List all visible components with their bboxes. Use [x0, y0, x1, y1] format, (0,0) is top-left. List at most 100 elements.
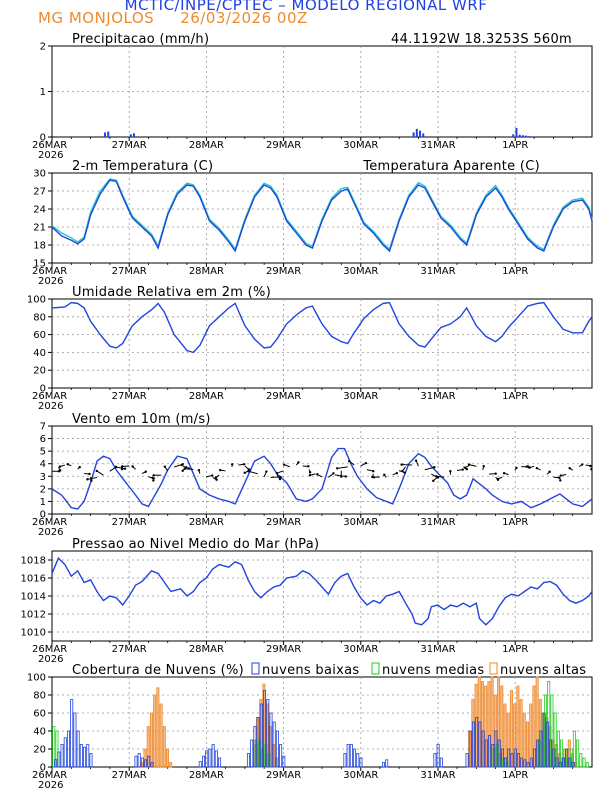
- wind-arrowhead-2: [59, 469, 62, 472]
- xtick-label-vento-5: 31MAR: [420, 517, 455, 528]
- cloud-bar-2-140: [503, 703, 507, 768]
- cloud-bar-0-147: [523, 759, 527, 768]
- xtick-label-vento-3: 29MAR: [266, 517, 301, 528]
- year-label-vento: 2026: [38, 527, 63, 538]
- wind-arrowhead-34: [152, 474, 155, 477]
- cloud-bar-0-1: [54, 759, 58, 768]
- wind-arrowhead-56: [230, 463, 234, 466]
- wind-arrowhead-140: [496, 477, 499, 481]
- wind-arrowhead-80: [308, 471, 312, 474]
- cloud-bar-0-139: [497, 739, 501, 768]
- wind-arrowhead-72: [275, 472, 279, 475]
- series-line-umid-0: [51, 301, 593, 354]
- ytick-label-temp-2: 21: [33, 223, 46, 234]
- cloud-bar-0-66: [263, 690, 267, 768]
- precip-bar-24: [129, 134, 132, 137]
- wind-arrowhead-70: [278, 477, 282, 481]
- wind-arrowhead-162: [568, 467, 571, 470]
- legend-label-2: nuvens altas: [500, 663, 586, 678]
- cloud-bar-0-138: [494, 730, 498, 768]
- cloud-bar-0-145: [516, 753, 520, 768]
- wind-arrowhead-28: [144, 470, 147, 473]
- precip-bar-113: [415, 128, 418, 137]
- coords-label: 44.1192W 18.3253S 560m: [391, 32, 572, 47]
- cloud-bar-0-49: [208, 748, 212, 768]
- xtick-label-precip-5: 31MAR: [420, 140, 455, 151]
- panel-title-vento: Vento em 10m (m/s): [72, 412, 211, 427]
- wind-arrowhead-128: [465, 467, 468, 471]
- precip-bar-16: [104, 132, 107, 137]
- cloud-bar-0-133: [478, 721, 482, 768]
- cloud-bar-0-146: [520, 757, 524, 768]
- series-line-temp-1: [51, 178, 593, 251]
- legend-box-2: [489, 662, 498, 675]
- cloud-bar-0-148: [526, 762, 530, 768]
- year-label-nuvens: 2026: [38, 780, 63, 791]
- xtick-label-vento-0: 26MAR: [32, 517, 67, 528]
- cloud-bar-0-50: [211, 744, 215, 768]
- cloud-bar-0-2: [57, 751, 61, 768]
- cloud-bar-0-119: [433, 753, 437, 768]
- wind-arrow-116: [424, 466, 435, 471]
- wind-arrowhead-142: [502, 471, 506, 475]
- ytick-label-temp-4: 27: [33, 187, 46, 198]
- wind-arrowhead-14: [86, 478, 89, 481]
- wind-arrowhead-46: [197, 468, 201, 472]
- xtick-label-umid-3: 29MAR: [266, 391, 301, 402]
- xtick-label-nuvens-5: 31MAR: [420, 770, 455, 781]
- panel-frame-umid: [51, 298, 593, 389]
- cloud-bar-0-67: [266, 699, 270, 768]
- date-label: 26/03/2026 00Z: [180, 9, 308, 27]
- cloud-bar-0-5: [66, 730, 70, 768]
- legend-aparente: Temperatura Aparente (C): [362, 159, 540, 174]
- wind-arrowhead-100: [371, 475, 374, 479]
- ytick-label-nuvens-3: 60: [33, 709, 46, 720]
- wind-arrow-122: [436, 475, 445, 478]
- ytick-label-nuvens-5: 100: [27, 673, 46, 684]
- cloud-bar-0-30: [147, 755, 151, 768]
- wind-arrowhead-136: [494, 472, 497, 475]
- wind-arrowhead-98: [372, 469, 375, 473]
- xtick-label-nuvens-6: 1APR: [502, 770, 528, 781]
- cloud-bar-0-104: [385, 759, 389, 768]
- cloud-bar-0-28: [140, 757, 144, 768]
- cloud-bar-0-70: [275, 730, 279, 768]
- cloud-bar-0-92: [346, 744, 350, 768]
- cloud-bar-0-129: [465, 753, 469, 768]
- cloud-bar-0-161: [568, 757, 572, 768]
- cloud-bar-0-131: [471, 721, 475, 768]
- cloud-bar-0-3: [60, 744, 64, 768]
- cloud-bar-0-6: [70, 699, 74, 768]
- xtick-label-temp-1: 27MAR: [112, 266, 147, 277]
- cloud-bar-0-121: [439, 757, 443, 768]
- ytick-label-vento-6: 6: [40, 434, 46, 445]
- cloud-bar-2-33: [159, 703, 163, 768]
- wind-arrowhead-78: [307, 465, 310, 468]
- cloud-bar-1-164: [579, 753, 583, 768]
- cloud-bar-0-4: [63, 737, 67, 768]
- wind-arrowhead-92: [336, 467, 339, 470]
- wind-arrow-14: [87, 476, 98, 480]
- xtick-label-temp-2: 28MAR: [189, 266, 224, 277]
- wind-arrowhead-22: [120, 467, 124, 471]
- wind-arrowhead-132: [467, 463, 471, 466]
- ytick-label-umid-4: 80: [33, 312, 46, 323]
- wind-arrowhead-144: [515, 466, 518, 470]
- ytick-label-vento-1: 1: [40, 497, 46, 508]
- xtick-label-umid-5: 31MAR: [420, 391, 455, 402]
- wind-arrowhead-164: [581, 463, 584, 466]
- cloud-bar-1-162: [572, 730, 576, 768]
- precip-bar-112: [412, 132, 415, 137]
- xtick-label-nuvens-3: 29MAR: [266, 770, 301, 781]
- cloud-bar-2-35: [166, 748, 170, 768]
- cloud-bar-0-12: [89, 753, 93, 768]
- cloud-bar-0-149: [529, 757, 533, 768]
- xtick-label-umid-2: 28MAR: [189, 391, 224, 402]
- cloud-bar-0-93: [349, 744, 353, 768]
- wind-arrowhead-4: [58, 465, 62, 468]
- cloud-bar-2-148: [529, 703, 533, 768]
- xtick-label-precip-3: 29MAR: [266, 140, 301, 151]
- cloud-bar-0-137: [491, 744, 495, 768]
- ytick-label-pressao-2: 1014: [21, 592, 46, 603]
